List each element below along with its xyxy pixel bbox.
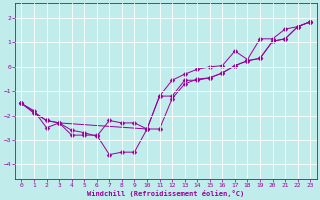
X-axis label: Windchill (Refroidissement éolien,°C): Windchill (Refroidissement éolien,°C) — [87, 190, 244, 197]
